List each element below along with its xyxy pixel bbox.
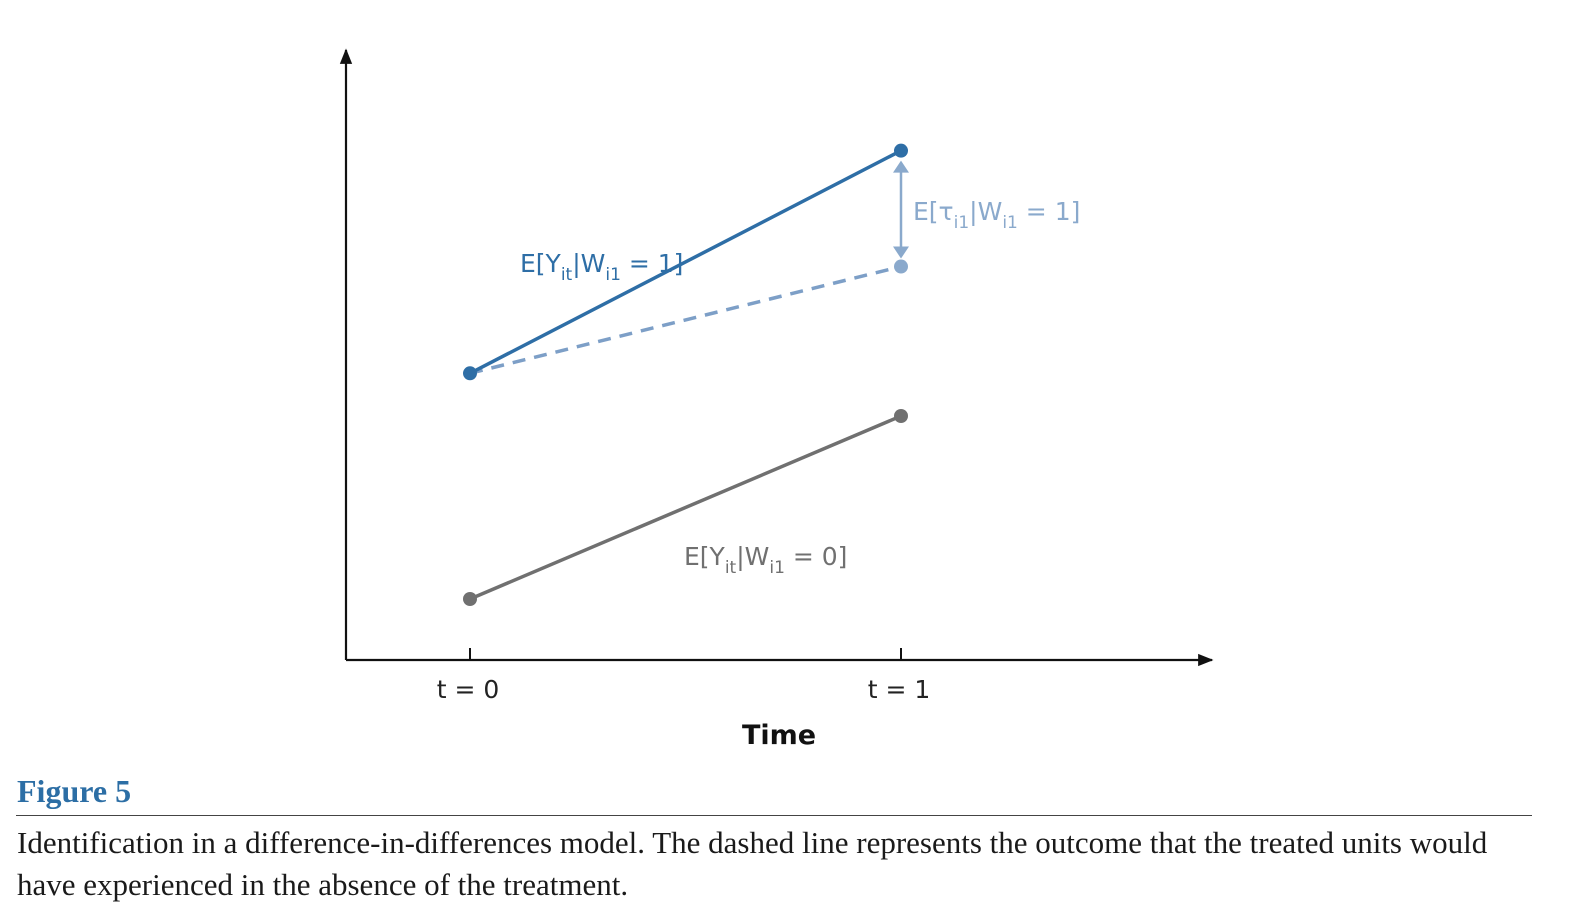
control-line-label: E[Yit|Wi1 = 0] [684, 542, 847, 578]
treated-point-t1 [894, 143, 908, 158]
treated-point-t0 [463, 366, 477, 381]
treated-line [469, 149, 902, 375]
control-point-t1 [894, 409, 908, 423]
treatment-effect-label: E[τi1|Wi1 = 1] [913, 197, 1080, 233]
did-diagram: t = 0 t = 1 Time E[Yit|Wi1 = 1] E[Yit|Wi… [339, 48, 1214, 751]
counterfactual-point-t1 [894, 259, 908, 274]
counterfactual-line [469, 264, 902, 375]
treatment-effect-arrow [893, 160, 909, 259]
figure-label: Figure 5 [17, 773, 132, 809]
x-tick-label-0: t = 0 [437, 675, 500, 704]
figure-caption: Identification in a difference-in-differ… [17, 825, 1488, 902]
treated-line-label: E[Yit|Wi1 = 1] [520, 249, 683, 285]
figure-divider [16, 815, 1532, 816]
x-tick-label-1: t = 1 [868, 675, 931, 704]
control-point-t0 [463, 592, 477, 606]
control-line [469, 414, 902, 601]
x-axis-title: Time [742, 720, 816, 751]
